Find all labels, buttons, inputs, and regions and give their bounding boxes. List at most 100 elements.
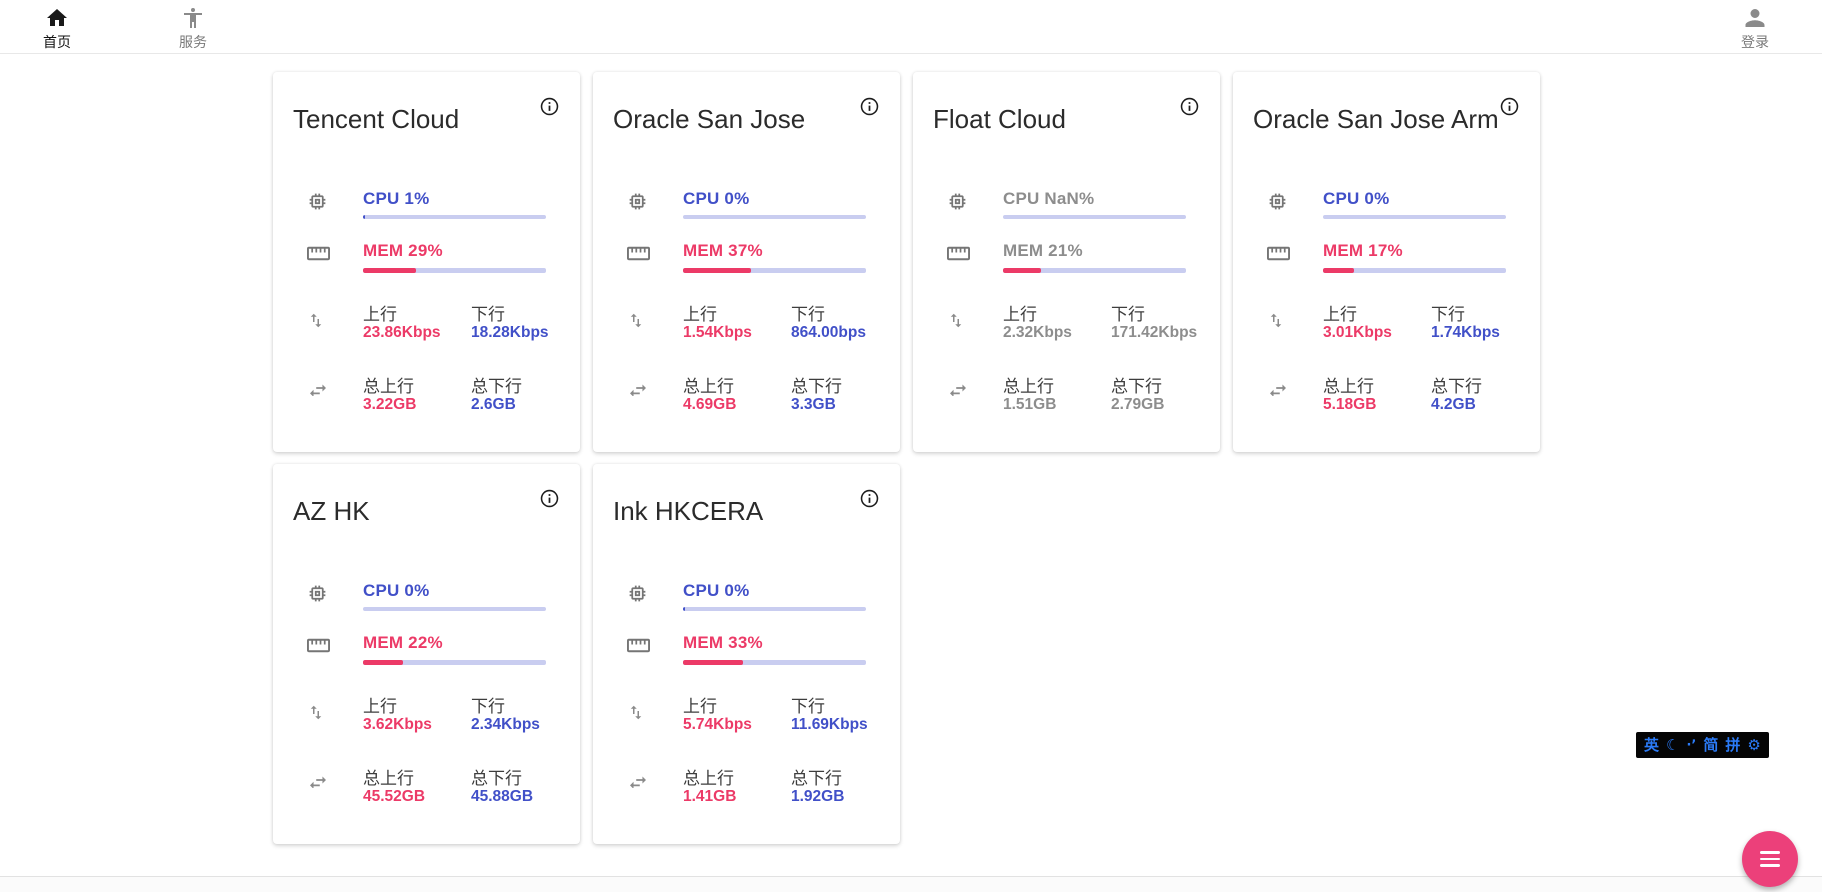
mem-usage-label: MEM 22% (363, 633, 443, 652)
total-upload-value: 3.22GB (363, 396, 417, 413)
mem-progress-track (683, 660, 866, 665)
swap-horizontal-icon (1267, 380, 1289, 396)
cpu-chip-icon (307, 191, 328, 212)
cpu-usage-label: CPU NaN% (1003, 189, 1095, 208)
cpu-chip-icon (1267, 191, 1288, 212)
mem-usage-label: MEM 37% (683, 241, 763, 260)
cpu-progress-bar (683, 607, 685, 611)
download-speed-value: 2.34Kbps (471, 716, 540, 733)
total-download-label: 总下行 (1431, 377, 1482, 396)
person-icon (1743, 6, 1767, 30)
info-icon[interactable] (1179, 96, 1200, 117)
total-upload-label: 总上行 (1323, 377, 1374, 396)
mem-usage-label: MEM 33% (683, 633, 763, 652)
mem-progress-track (1003, 268, 1186, 273)
cpu-chip-icon (947, 191, 968, 212)
upload-speed-value: 5.74Kbps (683, 716, 752, 733)
server-list-fab[interactable] (1742, 831, 1798, 887)
swap-vertical-icon (307, 702, 325, 723)
swap-vertical-icon (1267, 310, 1285, 331)
mem-progress-track (683, 268, 866, 273)
server-card: Oracle San Jose CPU 0% MEM 37% 上行 下行 1.5… (593, 72, 900, 452)
nav-item-home[interactable]: 首页 (27, 6, 87, 52)
total-download-label: 总下行 (791, 377, 842, 396)
total-download-value: 2.79GB (1111, 396, 1165, 413)
cpu-progress-track (683, 215, 866, 219)
upload-label: 上行 (683, 305, 717, 324)
total-upload-value: 1.51GB (1003, 396, 1057, 413)
server-card-grid: Tencent Cloud CPU 1% MEM 29% 上行 下行 23.86… (273, 72, 1541, 844)
cpu-chip-icon (627, 191, 648, 212)
moon-halfwidth-icon[interactable]: ☾ (1666, 735, 1680, 754)
server-name: Ink HKCERA (613, 496, 764, 526)
download-label: 下行 (471, 697, 505, 716)
mem-progress-track (1323, 268, 1506, 273)
download-label: 下行 (1111, 305, 1145, 324)
server-card: Oracle San Jose Arm CPU 0% MEM 17% 上行 下行… (1233, 72, 1540, 452)
gear-icon[interactable]: ⚙ (1747, 735, 1761, 754)
memory-ruler-icon (627, 638, 650, 653)
cpu-progress-track (363, 607, 546, 611)
total-download-label: 总下行 (471, 377, 522, 396)
upload-speed-value: 1.54Kbps (683, 324, 752, 341)
swap-vertical-icon (947, 310, 965, 331)
info-icon[interactable] (539, 488, 560, 509)
cpu-usage-label: CPU 0% (1323, 189, 1390, 208)
nav-login-label: 登录 (1741, 34, 1769, 50)
footer-divider (0, 876, 1822, 877)
memory-ruler-icon (627, 246, 650, 261)
total-upload-label: 总上行 (683, 769, 734, 788)
upload-label: 上行 (363, 697, 397, 716)
download-speed-value: 864.00bps (791, 324, 866, 341)
mem-progress-bar (363, 268, 417, 273)
ime-simplified-toggle[interactable]: 简 (1703, 735, 1719, 754)
server-name: Tencent Cloud (293, 104, 460, 134)
nav-item-services[interactable]: 服务 (163, 6, 223, 52)
cpu-progress-track (363, 215, 546, 219)
download-label: 下行 (1431, 305, 1465, 324)
total-upload-value: 5.18GB (1323, 396, 1377, 413)
total-upload-label: 总上行 (683, 377, 734, 396)
ime-punctuation-toggle[interactable]: ·ʼ (1686, 737, 1697, 753)
swap-vertical-icon (627, 310, 645, 331)
server-name: AZ HK (293, 496, 370, 526)
upload-speed-value: 23.86Kbps (363, 324, 441, 341)
download-speed-value: 1.74Kbps (1431, 324, 1500, 341)
swap-horizontal-icon (627, 380, 649, 396)
ime-language-toggle[interactable]: 英 (1644, 735, 1660, 754)
upload-label: 上行 (1323, 305, 1357, 324)
server-card: Ink HKCERA CPU 0% MEM 33% 上行 下行 5.74Kbps… (593, 464, 900, 844)
total-download-label: 总下行 (791, 769, 842, 788)
swap-horizontal-icon (947, 380, 969, 396)
total-download-label: 总下行 (1111, 377, 1162, 396)
cpu-usage-label: CPU 1% (363, 189, 430, 208)
upload-label: 上行 (363, 305, 397, 324)
total-upload-label: 总上行 (1003, 377, 1054, 396)
total-upload-label: 总上行 (363, 769, 414, 788)
ime-pinyin-toggle[interactable]: 拼 (1725, 735, 1741, 754)
server-card: Tencent Cloud CPU 1% MEM 29% 上行 下行 23.86… (273, 72, 580, 452)
cpu-progress-track (683, 607, 866, 611)
total-download-value: 2.6GB (471, 396, 516, 413)
download-label: 下行 (791, 697, 825, 716)
nav-item-login[interactable]: 登录 (1725, 6, 1785, 52)
swap-horizontal-icon (627, 772, 649, 788)
swap-vertical-icon (307, 310, 325, 331)
upload-speed-value: 3.01Kbps (1323, 324, 1392, 341)
info-icon[interactable] (539, 96, 560, 117)
swap-horizontal-icon (307, 772, 329, 788)
cpu-progress-track (1323, 215, 1506, 219)
mem-progress-bar (1323, 268, 1355, 273)
server-name: Float Cloud (933, 104, 1066, 134)
total-download-value: 3.3GB (791, 396, 836, 413)
server-dashboard: Tencent Cloud CPU 1% MEM 29% 上行 下行 23.86… (273, 72, 1541, 844)
cpu-chip-icon (307, 583, 328, 604)
info-icon[interactable] (1499, 96, 1520, 117)
total-upload-value: 4.69GB (683, 396, 737, 413)
swap-horizontal-icon (307, 380, 329, 396)
cpu-usage-label: CPU 0% (683, 581, 750, 600)
download-speed-value: 18.28Kbps (471, 324, 549, 341)
info-icon[interactable] (859, 96, 880, 117)
mem-progress-track (363, 268, 546, 273)
info-icon[interactable] (859, 488, 880, 509)
